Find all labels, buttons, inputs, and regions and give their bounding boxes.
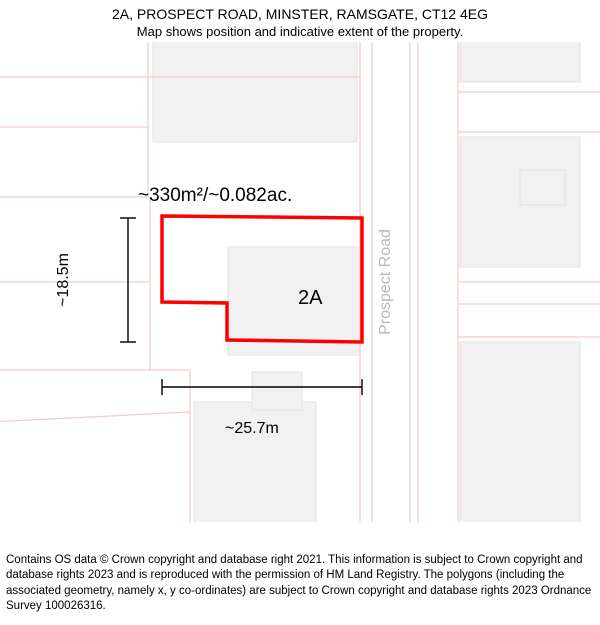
- height-dimension-label: ~18.5m: [55, 253, 73, 307]
- map-area: ~330m²/~0.082ac. ~18.5m ~25.7m 2A Prospe…: [0, 42, 600, 522]
- area-label: ~330m²/~0.082ac.: [138, 185, 292, 207]
- road-name-label: Prospect Road: [377, 229, 395, 335]
- page-container: 2A, PROSPECT ROAD, MINSTER, RAMSGATE, CT…: [0, 0, 600, 625]
- plot-label: 2A: [298, 287, 322, 310]
- width-dimension-label: ~25.7m: [225, 420, 279, 438]
- map-svg: [0, 42, 600, 522]
- page-subtitle: Map shows position and indicative extent…: [0, 24, 600, 39]
- header: 2A, PROSPECT ROAD, MINSTER, RAMSGATE, CT…: [0, 0, 600, 39]
- copyright-footer: Contains OS data © Crown copyright and d…: [0, 549, 600, 625]
- page-title: 2A, PROSPECT ROAD, MINSTER, RAMSGATE, CT…: [0, 6, 600, 22]
